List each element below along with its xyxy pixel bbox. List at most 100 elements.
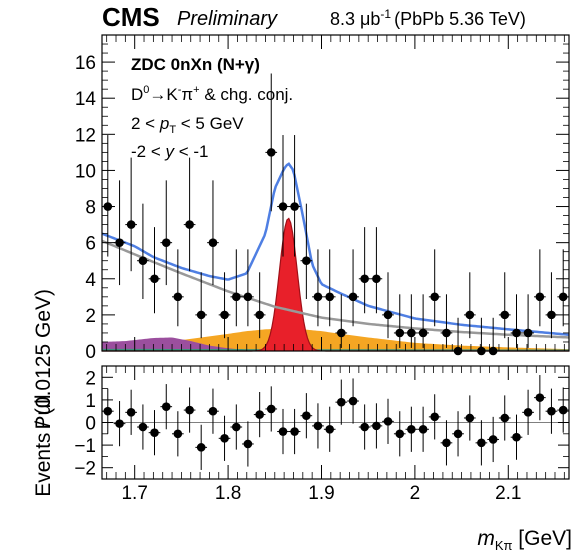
data-point (185, 220, 194, 229)
x-axis-title: mKπ [GeV] (477, 527, 572, 553)
pull-point (266, 404, 276, 414)
pull-point (290, 427, 299, 436)
pull-point (535, 393, 545, 402)
pull-point (278, 427, 288, 436)
data-point (266, 148, 276, 157)
pull-point (173, 429, 183, 439)
data-point (500, 310, 510, 320)
y-tick-label: 4 (85, 270, 96, 291)
pull-point (302, 411, 311, 421)
pull-point (523, 408, 533, 417)
pull-point (407, 424, 416, 434)
y-tick-label: 0 (85, 342, 96, 363)
pull-point (138, 422, 148, 432)
pull-y-tick-label: 2 (85, 368, 96, 389)
data-point (150, 274, 159, 284)
pull-point (196, 443, 206, 452)
data-point (115, 238, 124, 247)
selection-label: ZDC 0nXn (N+γ) (131, 55, 260, 74)
data-point (138, 256, 148, 266)
data-point (302, 256, 311, 266)
y-tick-label: 2 (85, 306, 96, 327)
pull-point (465, 413, 475, 423)
x-tick-label: 1.8 (215, 483, 241, 504)
pull-point (232, 422, 241, 432)
y-axis-title-main: Events / (0.0125 GeV) (32, 289, 55, 497)
y-var: y (165, 142, 176, 161)
data-point (418, 328, 428, 338)
pull-point (512, 432, 521, 442)
pull-point (360, 422, 369, 432)
cms-label: CMS (102, 2, 160, 32)
decay-pi-charge: + (193, 84, 199, 96)
collision-system: (PbPb 5.36 TeV) (394, 9, 526, 29)
pull-point (500, 413, 510, 423)
x-tick-label: 2 (410, 483, 421, 504)
data-point (196, 310, 206, 320)
x-tick-label: 1.9 (308, 483, 334, 504)
pull-point (185, 405, 194, 415)
y-tick-label: 8 (85, 198, 96, 219)
pull-point (547, 406, 556, 416)
preliminary-label: Preliminary (177, 8, 278, 30)
pt-left: 2 < (131, 114, 160, 133)
pull-y-tick-label: −1 (74, 436, 96, 457)
data-point (208, 238, 218, 247)
luminosity-value: 8.3 μb (330, 9, 380, 29)
y-tick-label: 6 (85, 234, 96, 255)
pull-y-tick-label: 1 (85, 391, 96, 412)
pull-point (418, 424, 428, 434)
data-point (395, 328, 405, 338)
decay-conj: & chg. conj. (200, 85, 294, 104)
pull-point (208, 406, 218, 416)
pt-sub: T (169, 124, 176, 136)
pull-point (220, 434, 229, 443)
luminosity-label: 8.3 μb-1 (PbPb 5.36 TeV) (330, 7, 526, 29)
y-tick-label: 14 (75, 89, 97, 110)
pull-point (348, 396, 358, 406)
pull-point (161, 402, 171, 411)
data-point (547, 310, 556, 320)
pull-y-tick-label: 0 (85, 414, 96, 435)
pt-var: p (159, 114, 169, 133)
rapidity-range-label: -2 < y < -1 (131, 142, 209, 161)
decay-k-charge: - (178, 84, 182, 96)
data-point (161, 238, 171, 247)
decay-d-sup: 0 (143, 84, 149, 96)
pull-point (558, 405, 568, 415)
pull-point (255, 410, 264, 419)
data-point (383, 310, 393, 320)
pull-point (395, 429, 405, 439)
decay-pi: π (181, 85, 193, 104)
pull-point (477, 438, 486, 448)
pull-point (115, 419, 124, 428)
data-point (278, 202, 288, 211)
data-point (360, 274, 369, 284)
pull-point (126, 408, 136, 417)
pull-point (325, 424, 335, 434)
data-point (336, 328, 346, 338)
pull-panel-content (101, 375, 570, 470)
data-point (243, 292, 253, 302)
pt-right: < 5 GeV (176, 114, 244, 133)
x-axis-unit: [GeV] (512, 527, 572, 550)
data-point (442, 328, 451, 338)
pull-point (372, 421, 381, 431)
y-left: -2 < (131, 142, 166, 161)
pull-point (313, 421, 323, 431)
y-tick-label: 10 (75, 161, 96, 182)
data-point (430, 292, 439, 302)
data-point (523, 328, 533, 338)
data-point (126, 220, 136, 229)
data-points (101, 73, 570, 356)
y-axis-title-pull: Pull (32, 394, 55, 429)
x-tick-label: 1.7 (121, 483, 147, 504)
pull-point (430, 412, 439, 422)
data-point (325, 292, 335, 302)
signal-fill (102, 218, 569, 351)
pull-y-tick-label: −2 (74, 459, 96, 480)
data-point (512, 328, 521, 338)
data-point (465, 310, 475, 320)
data-point (290, 202, 299, 211)
